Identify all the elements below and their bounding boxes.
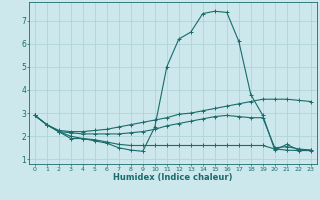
X-axis label: Humidex (Indice chaleur): Humidex (Indice chaleur) — [113, 173, 233, 182]
